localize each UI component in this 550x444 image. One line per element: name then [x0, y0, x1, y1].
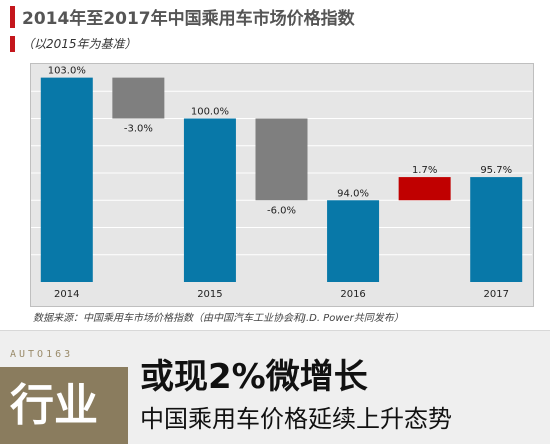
increase-bar — [398, 177, 451, 201]
title-accent-bar — [10, 6, 15, 28]
decrease-bar — [255, 118, 308, 201]
chart-subtitle: （以2015年为基准） — [22, 37, 137, 51]
total-bar — [40, 77, 93, 282]
waterfall-chart: 103.0% 2014 -3.0% 100.0% 2015 -6.0% 94.0% 2016 1… — [31, 66, 532, 300]
x-tick-label: 2014 — [54, 289, 79, 300]
data-label: 95.7% — [480, 165, 512, 176]
brand-block: AUTO163 行业 — [0, 343, 128, 444]
data-label: 94.0% — [337, 188, 369, 199]
brand-tile — [0, 367, 128, 444]
data-label: -3.0% — [124, 124, 153, 135]
section-label: 行业 — [10, 380, 98, 431]
brand-logo: AUTO163 — [10, 349, 74, 360]
total-bar — [470, 177, 523, 282]
chart-title: 2014年至2017年中国乘用车市场价格指数 — [22, 9, 355, 29]
data-label: 103.0% — [48, 66, 86, 77]
source-note: 数据来源：中国乘用车市场价格指数（由中国汽车工业协会和J.D. Power共同发… — [33, 313, 404, 324]
x-tick-label: 2015 — [197, 289, 222, 300]
subtitle-accent-bar — [10, 36, 15, 52]
data-label: -6.0% — [267, 205, 296, 216]
headline-banner: AUTO163 行业 或现2%微增长 中国乘用车价格延续上升态势 — [0, 330, 550, 444]
subheadline: 中国乘用车价格延续上升态势 — [140, 405, 452, 433]
x-tick-label: 2016 — [340, 289, 365, 300]
x-tick-label: 2017 — [483, 289, 508, 300]
data-label: 100.0% — [191, 107, 229, 118]
total-bar — [183, 118, 236, 282]
decrease-bar — [112, 77, 165, 119]
data-label: 1.7% — [412, 165, 437, 176]
headline: 或现2%微增长 — [140, 357, 368, 397]
total-bar — [327, 200, 380, 282]
